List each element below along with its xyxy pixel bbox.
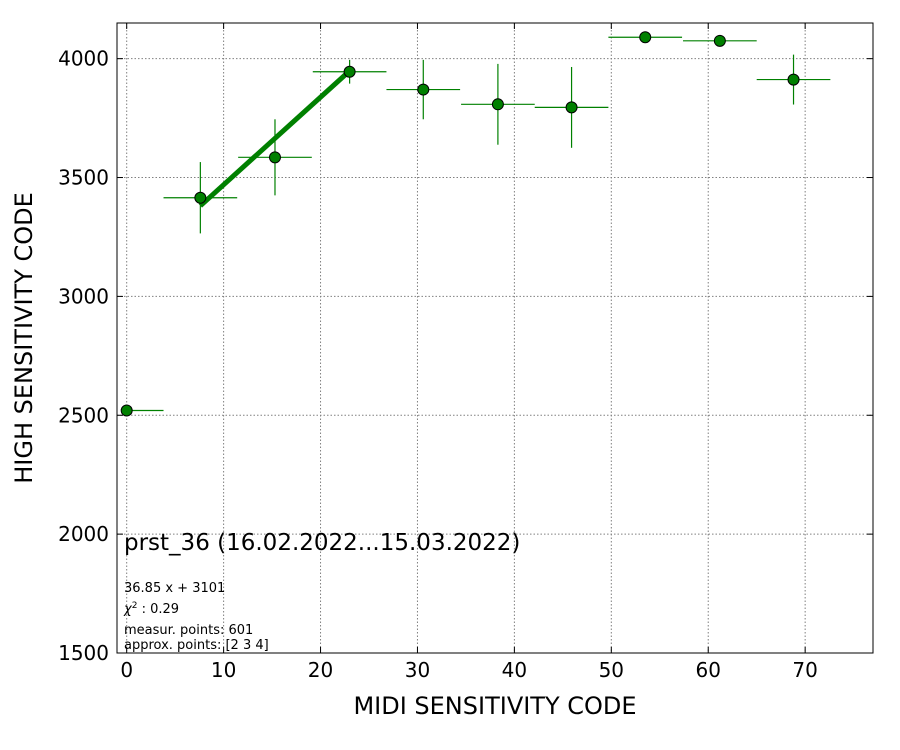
grid (117, 23, 873, 654)
x-tick-label: 30 (405, 658, 430, 682)
data-point (194, 191, 207, 204)
data-point (268, 151, 281, 164)
data-points (120, 31, 800, 417)
data-point (120, 404, 133, 417)
annotation-measur-points: measur. points: 601 (124, 623, 253, 638)
x-axis-label: MIDI SENSITIVITY CODE (353, 692, 636, 720)
data-point (417, 83, 430, 96)
plot-frame (116, 22, 874, 654)
y-tick-label: 4000 (58, 47, 109, 71)
x-tick-label: 50 (599, 658, 624, 682)
x-tick-label: 70 (792, 658, 817, 682)
y-tick-label: 2000 (58, 522, 109, 546)
x-tick-label: 0 (120, 658, 133, 682)
y-tick-label: 1500 (58, 641, 109, 665)
annotation-equation: 36.85 x + 3101 (124, 581, 225, 596)
x-tick-labels: 0 10 20 30 40 50 60 70 (120, 658, 818, 682)
data-point (491, 98, 504, 111)
x-tick-label: 10 (211, 658, 236, 682)
fit-line-group (198, 69, 352, 208)
data-point (639, 31, 652, 44)
annotation-block: prst_36 (16.02.2022...15.03.2022) 36.85 … (123, 530, 520, 653)
annotation-chi2: χ2 : 0.29 (123, 601, 179, 617)
y-tick-label: 3000 (58, 284, 109, 308)
x-tick-label: 20 (308, 658, 333, 682)
data-point (787, 73, 800, 86)
annotation-title: prst_36 (16.02.2022...15.03.2022) (124, 530, 520, 556)
x-tick-label: 60 (696, 658, 721, 682)
y-tick-label: 2500 (58, 403, 109, 427)
data-point (343, 65, 356, 78)
annotation-chi2-value: 0.29 (150, 602, 179, 617)
y-tick-label: 3500 (58, 166, 109, 190)
data-point (565, 101, 578, 114)
axis-ticks (117, 23, 873, 654)
y-axis-label: HIGH SENSITIVITY CODE (10, 192, 38, 484)
data-point (713, 34, 726, 47)
y-tick-labels: 1500 2000 2500 3000 3500 4000 (58, 47, 109, 665)
x-tick-label: 40 (502, 658, 527, 682)
annotation-approx-points: approx. points: [2 3 4] (124, 638, 269, 653)
error-bars (126, 36, 831, 412)
fit-line (198, 69, 352, 208)
